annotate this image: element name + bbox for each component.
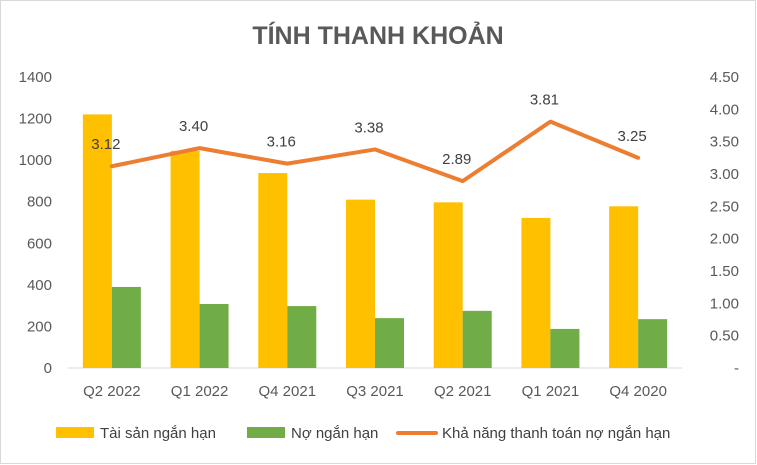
line-data-label: 3.25 [618,128,647,145]
line-data-label: 3.40 [179,118,208,135]
y-axis-right: - 0.50 1.00 1.50 2.00 2.50 3.00 3.50 4.00 4.50 [710,69,739,377]
bar-tai-san-ngan-han [82,114,112,369]
bar-no-ngan-han [287,306,317,368]
x-tick-label: Q4 2020 [609,383,667,400]
chart-title: TÍNH THANH KHOẢN [252,20,503,50]
y-right-tick-label: 1.00 [710,295,739,312]
legend-label-no: Nợ ngắn hạn [291,425,378,442]
y-left-tick-label: 200 [27,318,52,335]
bar-no-ngan-han [375,318,404,368]
bar-no-ngan-han [638,319,668,368]
bar-tai-san-ngan-han [433,202,463,368]
line-series: 3.12 3.40 3.16 3.38 2.89 3.81 3.25 [91,92,647,184]
y-right-tick-label: 4.00 [710,101,739,118]
x-tick-label: Q3 2021 [346,383,404,400]
line-data-label: 3.38 [354,119,383,136]
y-right-tick-label: 0.50 [710,328,739,345]
y-right-tick-label: 4.50 [710,69,739,86]
bar-series [82,114,668,369]
line-data-label: 3.12 [91,136,120,153]
bar-no-ngan-han [462,310,492,368]
line-data-label: 3.81 [530,92,559,109]
x-tick-label: Q2 2022 [83,383,141,400]
bar-no-ngan-han [199,303,229,368]
line-data-label: 3.16 [267,134,296,151]
y-right-tick-label: 1.50 [710,263,739,280]
bar-tai-san-ngan-han [609,206,639,368]
legend: Tài sản ngắn hạn Nợ ngắn hạn Khả năng than… [56,425,670,442]
legend-label-tai-san: Tài sản ngắn hạn [100,425,216,442]
y-left-tick-label: 0 [44,360,52,377]
bar-no-ngan-han [111,286,141,368]
x-tick-label: Q1 2022 [171,383,229,400]
y-left-tick-label: 600 [27,235,52,252]
y-left-tick-label: 1200 [19,111,52,128]
y-left-tick-label: 400 [27,277,52,294]
bar-tai-san-ngan-han [258,173,288,368]
y-right-tick-label: 2.50 [710,198,739,215]
y-left-tick-label: 800 [27,194,52,211]
legend-swatch-no [247,427,285,438]
y-left-tick-label: 1400 [19,69,52,86]
x-tick-label: Q1 2021 [522,383,580,400]
bar-no-ngan-han [550,328,580,368]
legend-label-kha-nang: Khả năng thanh toán nợ ngắn hạn [442,425,670,442]
y-right-tick-label: 3.50 [710,134,739,151]
y-left-tick-label: 1000 [19,152,52,169]
line-kha-nang-thanh-toan [109,119,641,184]
bar-tai-san-ngan-han [170,150,200,368]
line-data-label: 2.89 [442,151,471,168]
y-right-tick-label: 2.00 [710,231,739,248]
y-right-tick-label: 3.00 [710,166,739,183]
x-axis-labels: Q2 2022 Q1 2022 Q4 2021 Q3 2021 Q2 2021 Q1 20… [83,383,667,400]
x-tick-label: Q2 2021 [434,383,492,400]
y-axis-left: 0 200 400 600 800 1000 1200 1400 [19,69,52,377]
x-tick-label: Q4 2021 [259,383,317,400]
y-right-tick-label: - [734,360,739,377]
bar-tai-san-ngan-han [346,199,375,368]
bar-tai-san-ngan-han [521,217,551,368]
legend-swatch-tai-san [56,427,94,438]
